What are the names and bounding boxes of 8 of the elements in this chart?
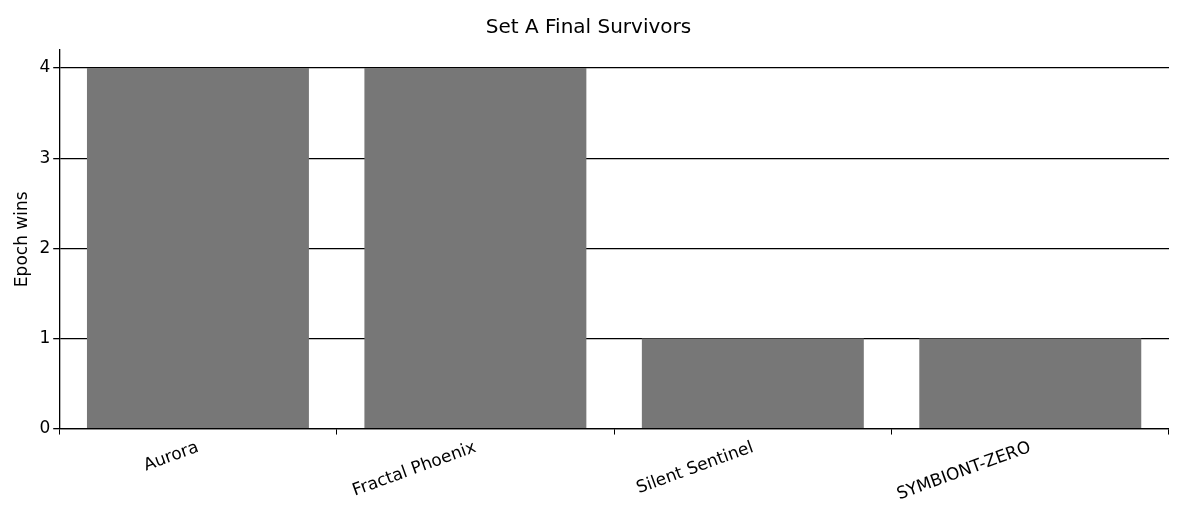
y-tick-label: 3 bbox=[39, 146, 51, 167]
y-axis-title: Epoch wins bbox=[10, 191, 31, 288]
chart-title: Set A Final Survivors bbox=[485, 14, 692, 39]
y-tick-label: 2 bbox=[39, 236, 51, 257]
x-tick-label: Aurora bbox=[140, 436, 201, 475]
y-tick-label: 1 bbox=[39, 326, 51, 347]
y-tick-label: 4 bbox=[39, 56, 51, 77]
y-tick-label: 0 bbox=[39, 416, 51, 437]
